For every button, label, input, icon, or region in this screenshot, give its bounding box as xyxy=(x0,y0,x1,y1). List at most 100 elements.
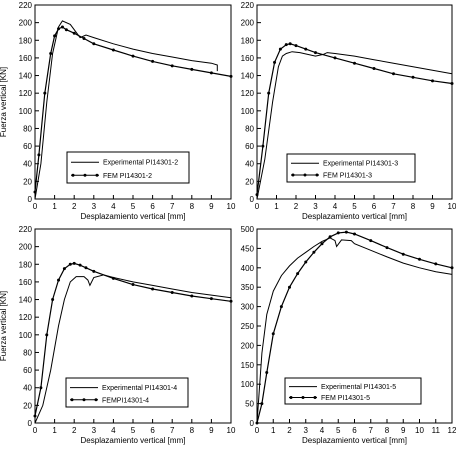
x-tick-label: 9 xyxy=(401,426,406,435)
fem-point xyxy=(33,190,37,194)
chart-3: 0 1 2 3 4 5 6 7 8 9 100204060801001201401601802002… xyxy=(0,225,236,445)
y-tick-label: 120 xyxy=(19,313,33,322)
fem-point xyxy=(170,290,174,294)
y-tick-label: 20 xyxy=(23,177,32,186)
fem-point xyxy=(450,81,454,85)
legend-marker xyxy=(289,396,293,399)
legend-box xyxy=(286,153,416,183)
x-tick-label: 6 xyxy=(150,426,155,435)
x-tick-label: 1 xyxy=(52,202,57,211)
x-tick-label: 7 xyxy=(170,426,175,435)
fem-line xyxy=(34,26,232,192)
y-tick-label: 120 xyxy=(241,89,255,98)
fem-point xyxy=(271,332,275,336)
y-tick-label: 40 xyxy=(23,160,32,169)
x-tick-label: 8 xyxy=(190,426,195,435)
experimental-line xyxy=(256,51,453,200)
fem-point xyxy=(72,31,76,35)
x-tick-label: 10 xyxy=(227,426,236,435)
legend-marker xyxy=(83,173,87,177)
fem-point xyxy=(33,414,37,418)
fem-point xyxy=(151,59,155,63)
x-axis-label: Desplazamiento vertical [mm] xyxy=(302,212,407,221)
fem-point xyxy=(170,64,174,68)
y-tick-label: 220 xyxy=(241,1,255,10)
fem-point xyxy=(328,235,332,239)
y-tick-label: 100 xyxy=(241,380,255,389)
x-tick-label: 0 xyxy=(33,426,38,435)
x-tick-label: 3 xyxy=(304,426,309,435)
fem-point xyxy=(43,91,47,95)
fem-point xyxy=(333,56,337,60)
legend-box xyxy=(65,377,189,408)
y-tick-label: 60 xyxy=(245,142,254,151)
fem-point xyxy=(229,74,233,78)
fem-point xyxy=(265,371,269,375)
legend: Experimental PI14301-3 FEM PI14301-3 xyxy=(286,153,416,183)
y-tick-label: 200 xyxy=(19,19,33,28)
fem-point xyxy=(190,67,194,71)
x-axis-label: Desplazamiento vertical [mm] xyxy=(81,436,186,445)
x-tick-label: 6 xyxy=(352,426,357,435)
x-tick-label: 1 xyxy=(52,426,57,435)
fem-point xyxy=(431,79,434,83)
x-tick-label: 2 xyxy=(294,202,299,211)
x-tick-label: 3 xyxy=(92,202,97,211)
legend-label: FEMPI14301-4 xyxy=(102,397,149,404)
x-tick-label: 9 xyxy=(430,202,435,211)
fem-point xyxy=(418,257,421,261)
fem-point xyxy=(131,54,135,58)
fem-point xyxy=(49,52,53,55)
fem-point xyxy=(336,231,340,235)
fem-point xyxy=(45,333,49,337)
legend: Experimental PI14301-5 FEM PI14301-5 xyxy=(284,377,422,405)
fem-point xyxy=(369,239,373,243)
y-tick-label: 100 xyxy=(241,107,255,116)
x-tick-label: 2 xyxy=(72,202,77,211)
fem-point xyxy=(62,267,66,271)
y-tick-label: 20 xyxy=(23,401,32,410)
x-tick-label: 6 xyxy=(150,202,155,211)
fem-point xyxy=(57,278,61,282)
y-tick-label: 0 xyxy=(28,195,33,204)
fem-point xyxy=(39,386,43,390)
legend-marker xyxy=(95,173,99,177)
x-tick-label: 12 xyxy=(448,426,456,435)
fem-point xyxy=(450,266,454,270)
legend-label: Experimental PI14301-2 xyxy=(103,160,178,167)
fem-point xyxy=(82,37,86,41)
x-tick-label: 5 xyxy=(131,202,136,211)
x-tick-label: 7 xyxy=(170,202,175,211)
y-tick-label: 160 xyxy=(19,278,33,287)
fem-point xyxy=(37,153,41,157)
legend-marker xyxy=(94,398,98,402)
legend-box xyxy=(284,377,422,405)
fem-line xyxy=(34,262,232,417)
legend-box xyxy=(66,151,190,184)
fem-point xyxy=(84,266,88,270)
y-axis-label: Fuerza vertical [KN] xyxy=(0,291,8,361)
fem-point xyxy=(151,287,155,291)
x-tick-label: 2 xyxy=(72,426,77,435)
y-axis-label: Fuerza vertical [KN] xyxy=(0,67,8,137)
fem-point xyxy=(385,246,389,250)
x-tick-label: 7 xyxy=(391,202,396,211)
fem-point xyxy=(92,42,96,46)
x-tick-label: 5 xyxy=(131,426,136,435)
fem-point xyxy=(68,262,72,266)
legend-marker xyxy=(70,398,74,402)
y-tick-label: 350 xyxy=(241,283,255,292)
y-tick-label: 150 xyxy=(241,361,255,370)
y-tick-label: 500 xyxy=(241,225,255,234)
chart-4: 0 1 2 3 4 5 6 7 8 9 10 11 12050100150200250300350400… xyxy=(241,225,456,445)
legend-marker xyxy=(315,173,319,177)
y-tick-label: 160 xyxy=(19,54,33,63)
fem-point xyxy=(209,71,213,75)
y-tick-label: 180 xyxy=(241,36,255,45)
x-tick-label: 1 xyxy=(274,202,279,211)
y-tick-label: 220 xyxy=(19,1,33,10)
y-tick-label: 220 xyxy=(19,225,33,234)
fem-point xyxy=(288,285,291,289)
x-tick-label: 2 xyxy=(287,426,292,435)
